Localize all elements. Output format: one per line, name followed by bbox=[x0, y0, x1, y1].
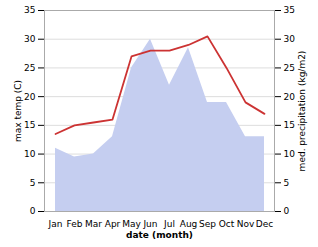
svg-text:25: 25 bbox=[284, 63, 295, 73]
svg-text:25: 25 bbox=[24, 63, 35, 73]
svg-text:May: May bbox=[122, 219, 141, 229]
svg-text:15: 15 bbox=[24, 120, 35, 130]
svg-text:Nov: Nov bbox=[237, 219, 255, 229]
svg-text:5: 5 bbox=[30, 178, 36, 188]
svg-text:Apr: Apr bbox=[105, 219, 121, 229]
svg-text:20: 20 bbox=[284, 92, 296, 102]
svg-text:0: 0 bbox=[284, 206, 290, 216]
svg-text:date (month): date (month) bbox=[126, 230, 193, 240]
svg-text:Jan: Jan bbox=[48, 219, 63, 229]
svg-text:10: 10 bbox=[284, 149, 296, 159]
svg-text:35: 35 bbox=[24, 5, 35, 15]
svg-text:Jun: Jun bbox=[142, 219, 157, 229]
svg-text:med. precipitation (kg/m2): med. precipitation (kg/m2) bbox=[297, 51, 307, 172]
svg-text:Mar: Mar bbox=[85, 219, 102, 229]
svg-text:Sep: Sep bbox=[199, 219, 216, 229]
svg-text:30: 30 bbox=[24, 34, 36, 44]
svg-text:30: 30 bbox=[284, 34, 296, 44]
svg-text:Jul: Jul bbox=[163, 219, 175, 229]
svg-text:35: 35 bbox=[284, 5, 295, 15]
svg-text:Oct: Oct bbox=[219, 219, 235, 229]
svg-text:max temp (C): max temp (C) bbox=[13, 80, 23, 142]
svg-text:5: 5 bbox=[284, 178, 290, 188]
svg-text:20: 20 bbox=[24, 92, 36, 102]
svg-text:0: 0 bbox=[30, 206, 36, 216]
svg-text:Aug: Aug bbox=[180, 219, 198, 229]
svg-text:10: 10 bbox=[24, 149, 36, 159]
svg-text:Feb: Feb bbox=[67, 219, 83, 229]
svg-text:15: 15 bbox=[284, 120, 295, 130]
svg-text:Dec: Dec bbox=[256, 219, 273, 229]
